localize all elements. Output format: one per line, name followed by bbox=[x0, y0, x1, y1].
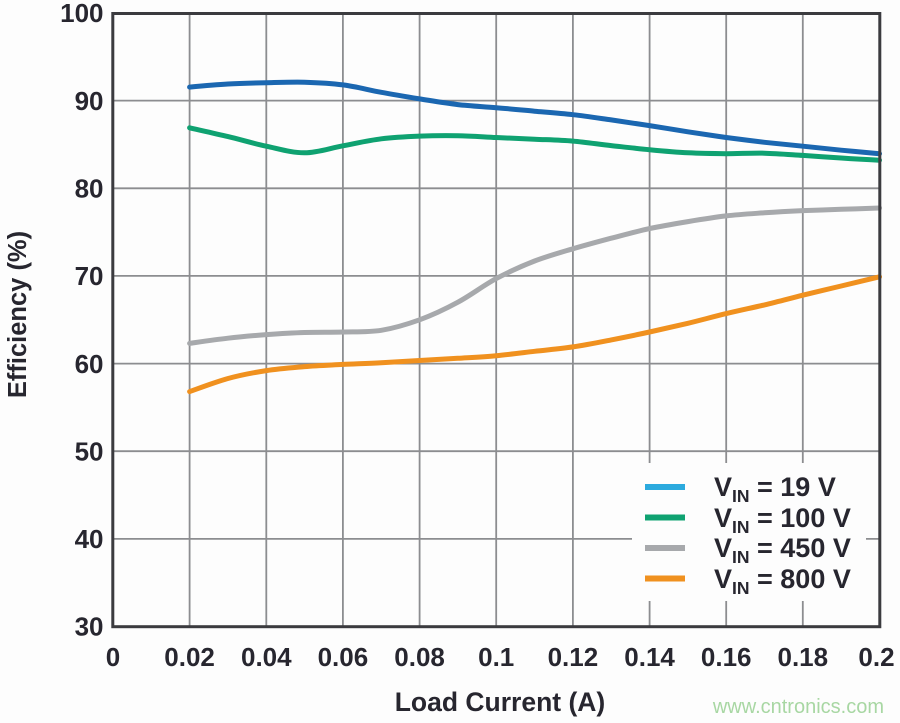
svg-text:100: 100 bbox=[60, 0, 103, 28]
svg-text:Load Current (A): Load Current (A) bbox=[395, 687, 606, 717]
svg-text:0.02: 0.02 bbox=[164, 642, 215, 672]
svg-text:VIN = 100 V: VIN = 100 V bbox=[714, 503, 851, 537]
svg-text:0.16: 0.16 bbox=[701, 642, 752, 672]
svg-text:70: 70 bbox=[75, 261, 104, 291]
svg-text:0.18: 0.18 bbox=[777, 642, 828, 672]
svg-text:80: 80 bbox=[75, 174, 104, 204]
svg-text:www.cntronics.com: www.cntronics.com bbox=[712, 696, 884, 718]
svg-text:Efficiency (%): Efficiency (%) bbox=[4, 231, 32, 398]
svg-text:0.1: 0.1 bbox=[478, 642, 514, 672]
svg-text:0: 0 bbox=[106, 642, 120, 672]
svg-text:VIN = 19 V: VIN = 19 V bbox=[714, 472, 836, 506]
svg-text:0.2: 0.2 bbox=[858, 642, 894, 672]
svg-text:90: 90 bbox=[75, 86, 104, 116]
svg-text:0.12: 0.12 bbox=[548, 642, 599, 672]
svg-text:50: 50 bbox=[75, 436, 104, 466]
svg-text:0.14: 0.14 bbox=[624, 642, 675, 672]
svg-text:30: 30 bbox=[75, 612, 104, 642]
svg-text:0.04: 0.04 bbox=[241, 642, 292, 672]
svg-text:0.06: 0.06 bbox=[318, 642, 369, 672]
svg-text:0.08: 0.08 bbox=[394, 642, 445, 672]
svg-text:60: 60 bbox=[75, 349, 104, 379]
svg-text:40: 40 bbox=[75, 524, 104, 554]
